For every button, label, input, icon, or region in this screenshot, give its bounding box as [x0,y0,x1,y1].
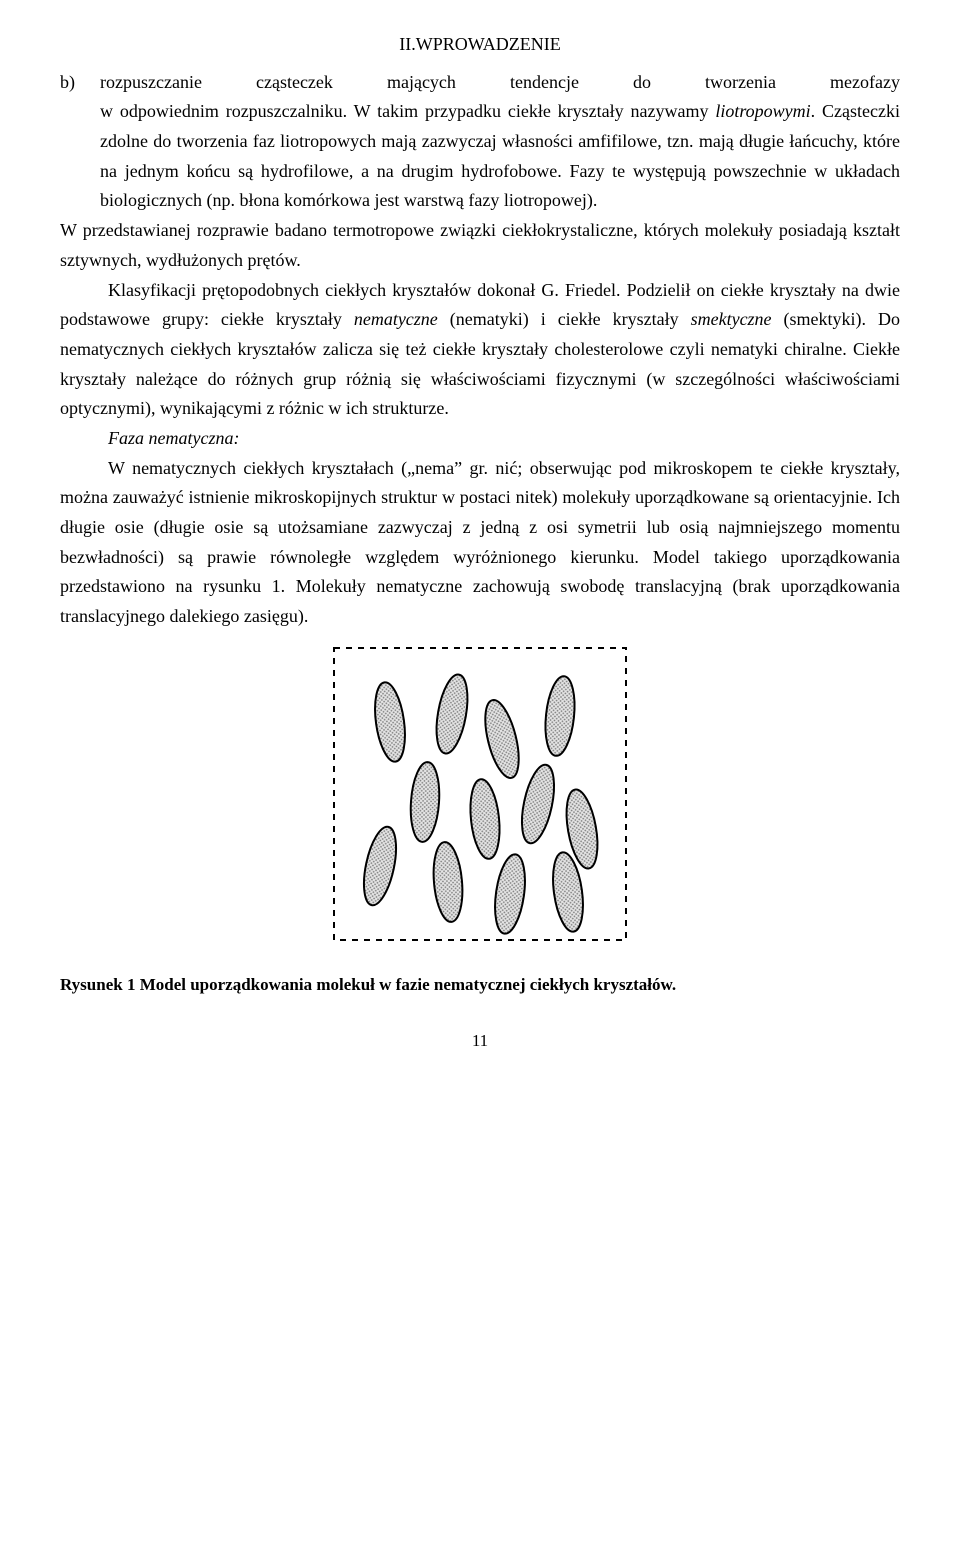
paragraph-3: Klasyfikacji prętopodobnych ciekłych kry… [60,276,900,424]
list-item-b: b) rozpuszczanie cząsteczek mających ten… [60,68,900,216]
p1-line1: rozpuszczanie cząsteczek mających tenden… [100,68,900,98]
p3b: (nematyki) i ciekłe kryształy [438,309,691,329]
nematic-diagram [330,644,630,944]
subheading-faza-nematyczna: Faza nematyczna: [60,424,900,454]
paragraph-2: W przedstawianej rozprawie badano termot… [60,216,900,275]
paragraph-1: rozpuszczanie cząsteczek mających tenden… [100,68,900,216]
paragraph-5: W nematycznych ciekłych kryształach („ne… [60,454,900,632]
term-nematyczne: nematyczne [354,309,438,329]
figure-caption: Rysunek 1 Model uporządkowania molekuł w… [60,971,900,999]
list-marker: b) [60,68,100,216]
p1-rest: w odpowiednim rozpuszczalniku. W takim p… [100,101,715,121]
page-number: 11 [60,1027,900,1055]
term-smektyczne: smektyczne [691,309,772,329]
term-liotropowymi: liotropowymi [715,101,810,121]
section-header: II.WPROWADZENIE [60,30,900,60]
figure-1 [60,644,900,954]
